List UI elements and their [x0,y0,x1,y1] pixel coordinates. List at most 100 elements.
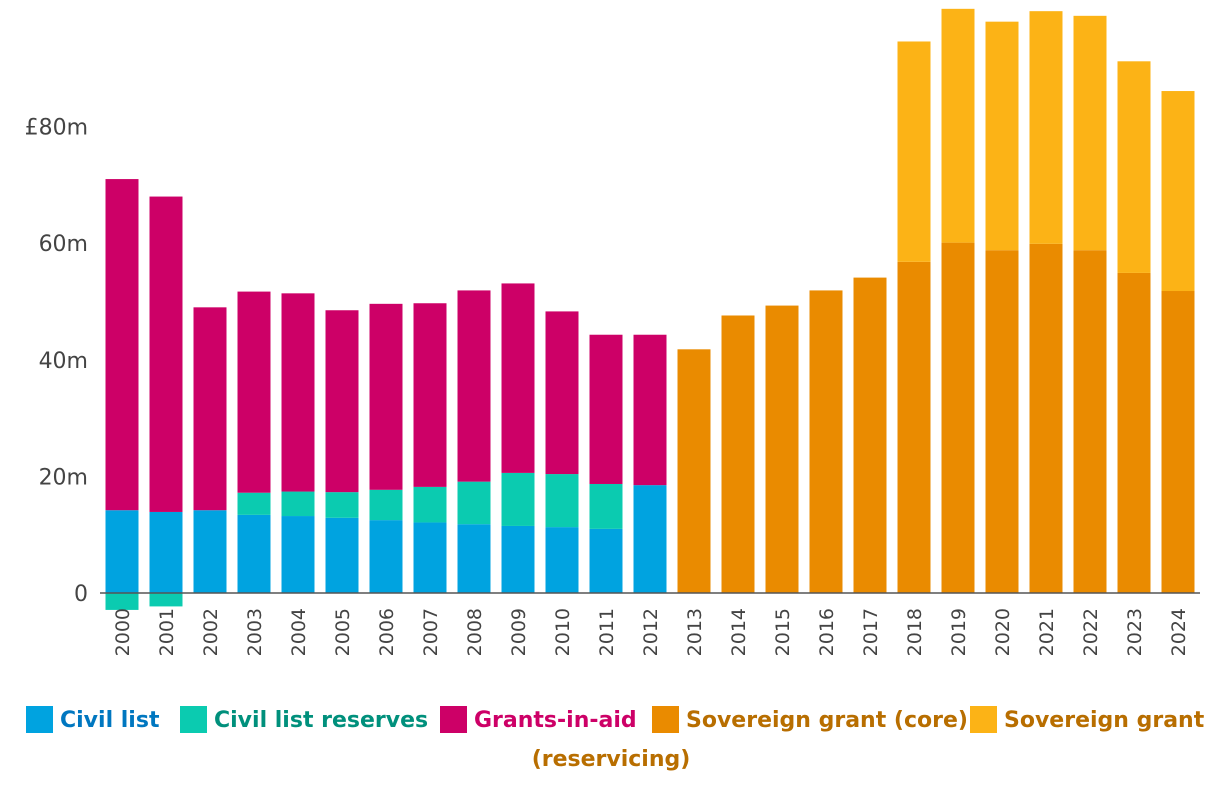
bar-sovereign-grant-core-2024 [1161,291,1195,593]
bar-sovereign-grant-core-2018 [897,261,931,593]
bar-civil-list-reserves-2005 [325,492,359,518]
bar-civil-list-reserves-2009 [501,472,535,526]
bar-sovereign-grant-core-2019 [941,242,975,593]
y-tick-label: 40m [39,349,88,374]
bar-civil-list-2003 [237,514,271,593]
bar-civil-list-reserves-2007 [413,486,447,523]
bar-civil-list-2009 [501,525,535,593]
bar-sovereign-grant-core-2020 [985,250,1019,593]
x-tick-label: 2003 [244,608,266,656]
x-tick-label: 2019 [948,608,970,656]
bar-sovereign-grant-core-2016 [809,290,843,593]
bar-civil-list-2008 [457,524,491,593]
bar-civil-list-2006 [369,520,403,594]
x-tick-label: 2006 [376,608,398,656]
y-axis: 0 20m 40m 60m £80m [25,116,88,607]
x-tick-label: 2000 [112,608,134,656]
bar-sovereign-grant-core-2023 [1117,272,1151,593]
bar-civil-list-2010 [545,527,579,593]
legend-label: Sovereign grant (core) [686,708,968,733]
x-tick-label: 2018 [904,608,926,656]
bar-grants-in-aid-2011 [589,334,623,484]
legend-label: Grants-in-aid [474,708,637,733]
x-axis: 2000 2001 2002 2003 2004 2005 2006 2007 2008 2009… [112,608,1190,656]
bar-sovereign-grant-core-2013 [677,349,711,593]
x-tick-label: 2007 [420,608,442,656]
bar-grants-in-aid-2006 [369,303,403,490]
bar-civil-list-reserves-2010 [545,474,579,528]
bar-sovereign-grant-core-2014 [721,315,755,593]
bar-sovereign-grant-reservicing-2022 [1073,15,1107,251]
bar-sovereign-grant-reservicing-2021 [1029,11,1063,244]
x-tick-label: 2005 [332,608,354,656]
bars [105,8,1195,610]
bar-civil-list-2005 [325,517,359,593]
bar-grants-in-aid-2009 [501,283,535,473]
bar-civil-list-2011 [589,528,623,593]
bar-grants-in-aid-2001 [149,196,183,512]
bar-grants-in-aid-2008 [457,290,491,482]
bar-civil-list-2007 [413,522,447,593]
x-tick-label: 2002 [200,608,222,656]
bar-civil-list-reserves-2004 [281,491,315,517]
x-tick-label: 2021 [1036,608,1058,656]
x-tick-label: 2008 [464,608,486,656]
bar-civil-list-reserves-2008 [457,481,491,525]
x-tick-label: 2012 [640,608,662,656]
legend-item-civil-list-reserves: Civil list reserves [180,706,428,733]
x-tick-label: 2017 [860,608,882,656]
bar-grants-in-aid-2010 [545,311,579,475]
bar-grants-in-aid-2002 [193,307,227,511]
legend-label: Civil list [60,708,160,733]
bar-civil-list-2002 [193,510,227,593]
bar-civil-list-2004 [281,516,315,593]
x-tick-label: 2015 [772,608,794,656]
bar-sovereign-grant-reservicing-2023 [1117,61,1151,273]
x-tick-label: 2004 [288,608,310,656]
x-tick-label: 2011 [596,608,618,656]
bar-sovereign-grant-reservicing-2019 [941,8,975,243]
legend-swatch [26,706,53,733]
legend-item-civil-list: Civil list [26,706,160,733]
legend-swatch [970,706,997,733]
legend-swatch [180,706,207,733]
legend-item-grants-in-aid: Grants-in-aid [440,706,637,733]
bar-civil-list-reserves-2003 [237,492,271,515]
bar-sovereign-grant-core-2021 [1029,243,1063,593]
bar-civil-list-2000 [105,510,139,593]
bar-grants-in-aid-2004 [281,293,315,492]
legend-label-continued: (reservicing) [532,747,691,772]
x-tick-label: 2010 [552,608,574,656]
bar-civil-list-2012 [633,485,667,593]
x-tick-label: 2014 [728,608,750,656]
x-tick-label: 2001 [156,608,178,656]
bar-grants-in-aid-2005 [325,310,359,493]
x-tick-label: 2023 [1124,608,1146,656]
y-tick-label: 20m [39,465,88,490]
bar-civil-list-reserves-2001 [149,593,183,607]
bar-grants-in-aid-2012 [633,334,667,486]
legend-label: Civil list reserves [214,708,428,733]
bar-civil-list-reserves-2006 [369,489,403,521]
bar-civil-list-reserves-2000 [105,593,139,610]
x-tick-label: 2013 [684,608,706,656]
x-tick-label: 2022 [1080,608,1102,656]
x-tick-label: 2024 [1168,608,1190,656]
legend-item-sovereign-grant-core: Sovereign grant (core) [652,706,968,733]
legend-swatch [652,706,679,733]
bar-sovereign-grant-reservicing-2020 [985,21,1019,251]
legend-item-sovereign-grant-reservicing: Sovereign grant (reservicing) [532,706,1205,772]
bar-civil-list-2001 [149,511,183,593]
y-tick-label: £80m [25,116,88,141]
legend-label: Sovereign grant [1004,708,1205,733]
bar-civil-list-reserves-2011 [589,483,623,529]
bar-grants-in-aid-2007 [413,303,447,487]
legend-swatch [440,706,467,733]
bar-grants-in-aid-2000 [105,179,139,511]
bar-sovereign-grant-core-2022 [1073,250,1107,593]
x-tick-label: 2016 [816,608,838,656]
bar-sovereign-grant-core-2015 [765,305,799,593]
x-tick-label: 2020 [992,608,1014,656]
y-tick-label: 0 [74,582,88,607]
